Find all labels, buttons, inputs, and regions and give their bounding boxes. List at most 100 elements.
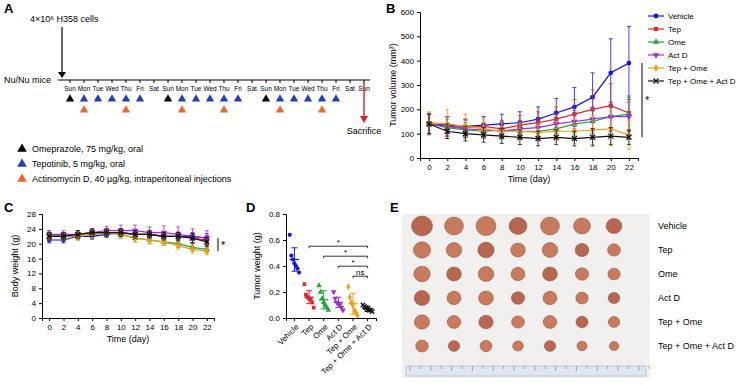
ruler-tick bbox=[514, 366, 515, 371]
plot-area bbox=[46, 225, 210, 255]
error-bar bbox=[445, 124, 449, 139]
tick-label: 28 bbox=[27, 210, 36, 219]
tick-mark bbox=[367, 318, 368, 321]
ruler-tick bbox=[649, 366, 650, 369]
tick-mark bbox=[178, 318, 179, 321]
day-tick bbox=[126, 80, 127, 83]
tick-label: 20 bbox=[27, 240, 36, 249]
tick: 2 bbox=[446, 158, 451, 172]
ruler-tick bbox=[524, 366, 525, 369]
ruler-tick bbox=[472, 366, 473, 371]
tick-mark bbox=[520, 158, 521, 161]
legend-symbol bbox=[17, 173, 27, 181]
tick-mark bbox=[78, 318, 79, 321]
day-tick bbox=[350, 80, 351, 83]
legend-symbol bbox=[653, 53, 659, 59]
ruler-tick bbox=[618, 366, 619, 371]
dose-marker bbox=[108, 94, 116, 101]
tick: 16 bbox=[27, 255, 42, 264]
tick: 8 bbox=[500, 158, 505, 172]
panel-d: DVehicleTepOmeAct DTep + OmeTep + Ome + … bbox=[246, 200, 377, 377]
tick-label: 0.6 bbox=[269, 236, 281, 245]
error-bar bbox=[627, 130, 631, 145]
data-point bbox=[608, 70, 613, 75]
tick-label: 22 bbox=[203, 323, 212, 332]
tick-label: 12 bbox=[534, 163, 543, 172]
tumor-image bbox=[509, 218, 527, 235]
tick-label: 16 bbox=[160, 323, 169, 332]
error-bar bbox=[47, 233, 51, 240]
panel-a: A4×10⁶ H358 cellsNu/Nu miceSunMonTueWedT… bbox=[4, 1, 381, 184]
tumor-image bbox=[608, 268, 620, 280]
tick-label: 0.4 bbox=[269, 262, 281, 271]
tick-label: 22 bbox=[625, 163, 634, 172]
tumor-image bbox=[543, 267, 558, 281]
data-point bbox=[481, 132, 486, 137]
tumor-image bbox=[478, 267, 494, 282]
series-line bbox=[49, 233, 207, 252]
tick: 6 bbox=[90, 318, 95, 332]
dose-marker bbox=[164, 94, 172, 101]
tumor-image bbox=[448, 341, 459, 352]
tick: 600 bbox=[401, 8, 420, 17]
axis-line bbox=[287, 319, 377, 322]
axis-line bbox=[43, 319, 215, 322]
tick-mark bbox=[64, 318, 65, 321]
day-tick bbox=[294, 80, 295, 83]
legend-symbol bbox=[653, 38, 659, 44]
day-tick bbox=[210, 80, 211, 83]
tumor-image bbox=[576, 292, 588, 304]
tick-label: 18 bbox=[589, 163, 598, 172]
tick-mark bbox=[447, 158, 448, 161]
tick: 0.0 bbox=[269, 314, 286, 323]
y-axis: 0100200300400500600 bbox=[401, 8, 421, 163]
data-point bbox=[340, 309, 346, 314]
ruler-tick bbox=[503, 366, 504, 369]
data-point bbox=[356, 312, 360, 318]
tumor-image bbox=[541, 217, 560, 235]
figure: A4×10⁶ H358 cellsNu/Nu miceSunMonTueWedT… bbox=[0, 0, 756, 385]
data-point bbox=[47, 234, 52, 239]
y-title: Body weight (g) bbox=[10, 235, 20, 298]
tick-label: 14 bbox=[552, 163, 561, 172]
axis-line bbox=[417, 13, 421, 159]
tick-mark bbox=[39, 214, 42, 215]
y-title: Tumor volume (mm³) bbox=[388, 43, 398, 127]
tick-label: 4 bbox=[464, 163, 469, 172]
tick: 8 bbox=[105, 318, 110, 332]
tick-mark bbox=[92, 318, 93, 321]
data-point bbox=[626, 135, 631, 140]
tick-mark bbox=[484, 158, 485, 161]
day-tick bbox=[266, 80, 267, 83]
x-axis: 0246810121416182022 bbox=[43, 318, 215, 332]
ruler-tick bbox=[430, 366, 431, 371]
data-point bbox=[590, 135, 595, 140]
tumor-image bbox=[574, 218, 591, 234]
comparison-label: * bbox=[344, 248, 347, 257]
tick-label: 2 bbox=[62, 323, 67, 332]
day-tick bbox=[238, 80, 239, 83]
tick-mark bbox=[39, 288, 42, 289]
data-point bbox=[331, 290, 337, 295]
dose-marker bbox=[94, 94, 102, 101]
cells-label: 4×10⁶ H358 cells bbox=[30, 14, 99, 24]
tick-label: 2 bbox=[446, 163, 451, 172]
legend-symbol bbox=[654, 14, 659, 19]
error-bar bbox=[105, 229, 109, 236]
tick: 10 bbox=[516, 158, 525, 172]
legend-label: Vehicle bbox=[668, 12, 694, 21]
tumor-image bbox=[608, 292, 620, 303]
tick: 0 bbox=[427, 158, 432, 172]
tick: 14 bbox=[552, 158, 561, 172]
significance-bar bbox=[642, 63, 643, 137]
sd-bar bbox=[365, 306, 371, 311]
tick: 22 bbox=[203, 318, 212, 332]
ruler-tick bbox=[628, 366, 629, 369]
tick-mark bbox=[352, 318, 353, 321]
data-point bbox=[295, 266, 299, 270]
dose-marker bbox=[332, 94, 340, 101]
error-bar bbox=[554, 130, 558, 145]
error-bar bbox=[518, 130, 522, 145]
day-label: Sat bbox=[247, 85, 257, 92]
tumor-image bbox=[513, 341, 524, 351]
